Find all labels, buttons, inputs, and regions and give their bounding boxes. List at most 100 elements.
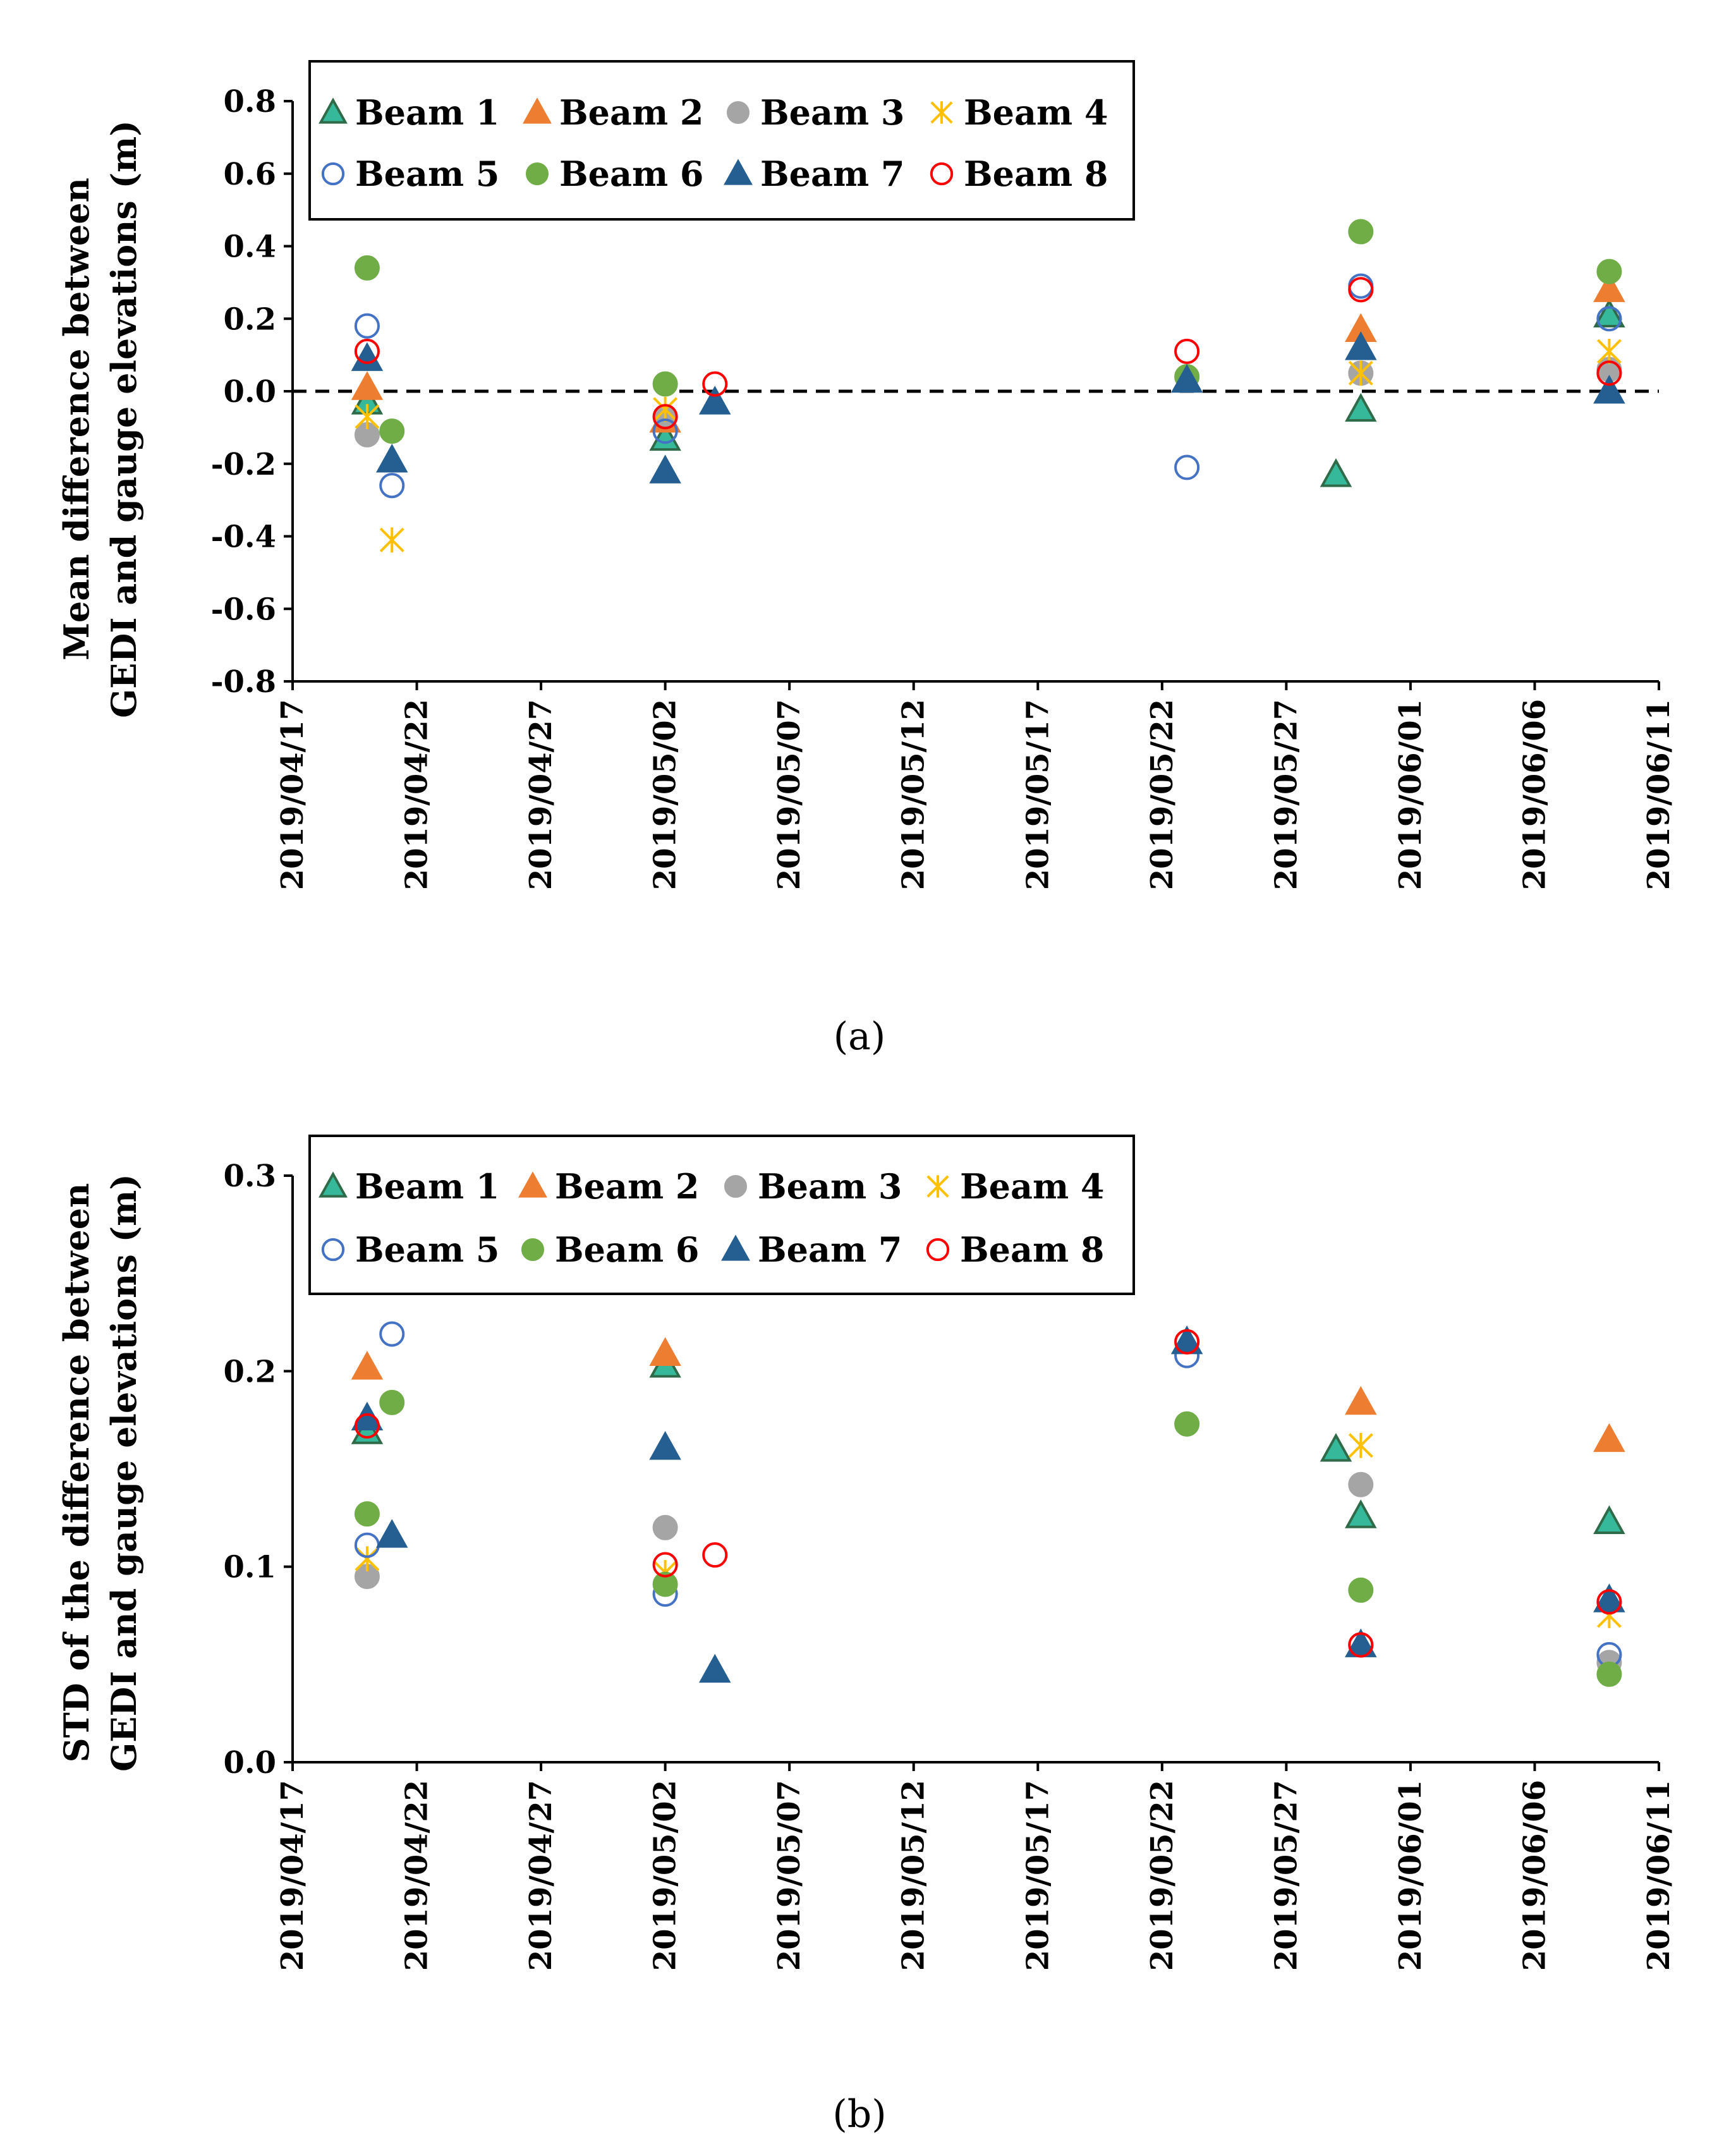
data-point xyxy=(1345,393,1377,422)
data-point xyxy=(1348,1433,1373,1458)
y-tick-label: 0.1 xyxy=(223,1550,276,1585)
data-point xyxy=(1593,273,1625,302)
data-point xyxy=(652,1552,678,1578)
legend-label: Beam 8 xyxy=(964,154,1108,194)
legend-label: Beam 6 xyxy=(555,1229,700,1270)
data-point xyxy=(1596,360,1622,386)
data-point xyxy=(652,1514,678,1540)
data-point xyxy=(1170,363,1203,393)
data-point xyxy=(652,404,678,430)
x-tick-label: 2019/05/17 xyxy=(1020,699,1055,890)
panel-b-label: (b) xyxy=(832,2092,886,2136)
data-point xyxy=(1596,1661,1622,1687)
series-beam-8 xyxy=(354,1329,1622,1658)
series-beam-5 xyxy=(354,273,1622,499)
x-tick-label: 2019/05/17 xyxy=(1020,1780,1055,1971)
data-point xyxy=(1348,277,1374,303)
data-point xyxy=(1593,1423,1625,1453)
data-point xyxy=(1348,360,1373,386)
y-tick-label: -0.8 xyxy=(211,664,276,700)
series-beam-7 xyxy=(351,1325,1625,1683)
legend-marker xyxy=(321,162,345,186)
y-tick-label: 0.4 xyxy=(223,229,276,265)
legend-label: Beam 2 xyxy=(559,92,704,133)
legend-marker xyxy=(523,97,552,124)
series-beam-4 xyxy=(355,1433,1622,1628)
legend-label: Beam 7 xyxy=(760,154,905,194)
legend-marker xyxy=(926,1238,950,1262)
series-beam-1 xyxy=(351,298,1625,487)
data-point xyxy=(649,1337,681,1366)
y-tick-label: -0.6 xyxy=(211,592,276,627)
panel-b-axes: 0.0 0.1 0.2 0.3 2019/04/17 2019/04/22 2019/04/… xyxy=(223,1159,1677,1971)
y-tick-label: 0.2 xyxy=(223,301,276,337)
x-tick-label: 2019/06/01 xyxy=(1393,1780,1428,1971)
data-point xyxy=(379,527,404,553)
x-tick-label: 2019/06/06 xyxy=(1517,1780,1552,1971)
legend-entry-beam-3: Beam 3 xyxy=(724,1166,902,1207)
data-point xyxy=(699,1654,731,1683)
data-point xyxy=(699,386,731,415)
data-point xyxy=(354,313,380,339)
legend-entry-beam-2: Beam 2 xyxy=(523,92,704,133)
legend-marker xyxy=(930,101,953,124)
data-point xyxy=(702,371,728,397)
legend-box xyxy=(308,60,1135,221)
data-point xyxy=(1348,1577,1374,1603)
x-tick-label: 2019/06/06 xyxy=(1517,699,1552,890)
data-point xyxy=(354,338,380,364)
x-tick-label: 2019/05/22 xyxy=(1144,1780,1180,1971)
data-point xyxy=(649,422,681,451)
data-point xyxy=(1345,1499,1377,1528)
panel-b-chart: 0.0 0.1 0.2 0.3 2019/04/17 2019/04/22 2019/04/… xyxy=(56,1135,1677,1971)
legend-entry-beam-5: Beam 5 xyxy=(321,1229,500,1270)
series-beam-8 xyxy=(354,277,1622,430)
data-point xyxy=(1348,1632,1374,1658)
data-point xyxy=(1593,1505,1625,1534)
x-tick-label: 2019/05/02 xyxy=(648,699,683,890)
panel-b-ylabel-line1: STD of the difference between xyxy=(56,1183,97,1763)
legend-entry-beam-4: Beam 4 xyxy=(926,1166,1105,1207)
data-point xyxy=(653,396,678,422)
legend-marker xyxy=(518,1171,547,1198)
y-tick-label: 0.2 xyxy=(223,1354,276,1389)
legend-entry-beam-6: Beam 6 xyxy=(521,1229,700,1270)
data-point xyxy=(1174,1329,1200,1355)
data-point xyxy=(1348,1471,1374,1497)
panel-a-chart: -0.8 -0.6 -0.4 -0.2 0.0 0.2 0.4 0.6 0.8 2019/04/1… xyxy=(56,60,1677,890)
legend-marker xyxy=(319,1171,348,1198)
series-beam-5 xyxy=(354,1321,1622,1667)
legend-label: Beam 5 xyxy=(355,154,500,194)
data-point xyxy=(1320,458,1352,487)
x-tick-label: 2019/05/22 xyxy=(1144,699,1180,890)
legend-label: Beam 1 xyxy=(355,92,500,133)
data-point xyxy=(355,1546,380,1572)
panel-a-marks xyxy=(351,219,1625,553)
data-point xyxy=(375,1519,408,1548)
x-tick-label: 2019/06/11 xyxy=(1641,699,1677,890)
y-tick-label: 0.0 xyxy=(223,374,276,410)
legend-entry-beam-1: Beam 1 xyxy=(319,92,500,133)
data-point xyxy=(702,1542,728,1568)
data-point xyxy=(379,1321,405,1347)
series-beam-6 xyxy=(354,219,1622,444)
y-tick-label: -0.2 xyxy=(211,447,276,482)
x-tick-label: 2019/05/07 xyxy=(772,699,807,890)
data-point xyxy=(1174,338,1200,364)
x-tick-label: 2019/05/27 xyxy=(1268,1780,1304,1971)
y-tick-label: 0.6 xyxy=(223,157,276,192)
legend-marker xyxy=(319,97,348,124)
data-point xyxy=(351,1351,384,1380)
data-point xyxy=(354,1532,380,1558)
series-beam-3 xyxy=(354,1471,1622,1676)
legend-entry-beam-3: Beam 3 xyxy=(727,92,905,133)
legend-label: Beam 7 xyxy=(758,1229,902,1270)
legend-label: Beam 3 xyxy=(758,1166,902,1207)
legend-label: Beam 4 xyxy=(964,92,1108,133)
legend-label: Beam 8 xyxy=(960,1229,1105,1270)
y-tick-label: 0.3 xyxy=(223,1159,276,1194)
y-tick-label: 0.0 xyxy=(223,1745,276,1781)
data-point xyxy=(351,371,384,400)
data-point xyxy=(1593,375,1625,404)
data-point xyxy=(1596,306,1622,332)
